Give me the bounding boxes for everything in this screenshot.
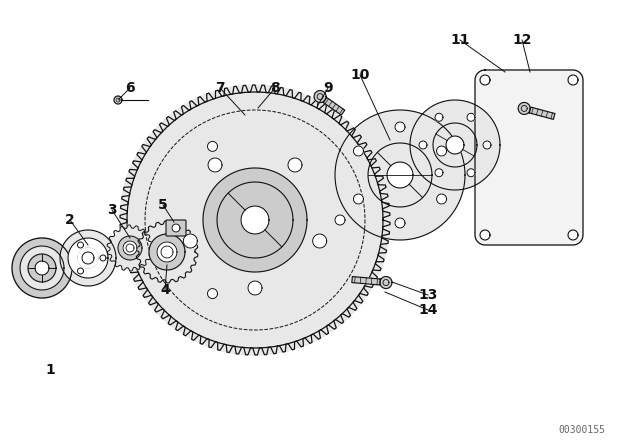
Text: 4: 4 (160, 283, 170, 297)
Text: 14: 14 (419, 303, 438, 317)
Circle shape (12, 238, 72, 298)
Circle shape (410, 100, 500, 190)
Circle shape (183, 234, 197, 248)
Circle shape (172, 224, 180, 232)
Text: 9: 9 (323, 81, 333, 95)
Circle shape (248, 281, 262, 295)
Polygon shape (136, 221, 198, 283)
Text: 2: 2 (65, 213, 75, 227)
Polygon shape (352, 276, 380, 285)
Circle shape (335, 110, 465, 240)
Circle shape (114, 96, 122, 104)
Circle shape (207, 142, 218, 151)
Circle shape (353, 194, 364, 204)
Circle shape (116, 98, 120, 102)
Circle shape (568, 75, 578, 85)
Circle shape (20, 246, 64, 290)
Circle shape (314, 90, 326, 103)
Circle shape (335, 215, 345, 225)
Circle shape (467, 113, 475, 121)
Circle shape (467, 169, 475, 177)
Circle shape (78, 248, 98, 268)
Circle shape (28, 254, 56, 282)
Circle shape (436, 146, 447, 156)
Circle shape (480, 75, 490, 85)
Circle shape (395, 218, 405, 228)
Text: 12: 12 (512, 33, 532, 47)
Circle shape (60, 230, 116, 286)
Polygon shape (107, 225, 153, 271)
Circle shape (120, 85, 390, 355)
Circle shape (35, 261, 49, 275)
Circle shape (436, 194, 447, 204)
Text: 13: 13 (419, 288, 438, 302)
Circle shape (435, 169, 443, 177)
Text: 10: 10 (350, 68, 370, 82)
Circle shape (395, 122, 405, 132)
Circle shape (483, 141, 491, 149)
Circle shape (313, 234, 326, 248)
Circle shape (77, 268, 83, 274)
Circle shape (203, 168, 307, 272)
Text: 7: 7 (215, 81, 225, 95)
Text: 00300155: 00300155 (559, 425, 605, 435)
Circle shape (419, 141, 427, 149)
Polygon shape (475, 70, 583, 245)
Circle shape (568, 230, 578, 240)
Circle shape (353, 146, 364, 156)
Circle shape (77, 242, 83, 248)
Circle shape (288, 158, 302, 172)
Circle shape (518, 103, 530, 114)
Circle shape (380, 276, 392, 289)
Polygon shape (323, 98, 345, 115)
FancyBboxPatch shape (166, 220, 186, 236)
Text: 5: 5 (158, 198, 168, 212)
Circle shape (446, 136, 464, 154)
Polygon shape (120, 85, 390, 355)
Circle shape (208, 158, 222, 172)
Text: 6: 6 (125, 81, 135, 95)
Circle shape (207, 289, 218, 299)
Circle shape (123, 241, 137, 255)
Circle shape (68, 238, 108, 278)
Circle shape (387, 162, 413, 188)
Text: 3: 3 (107, 203, 117, 217)
Text: 11: 11 (451, 33, 470, 47)
Circle shape (241, 206, 269, 234)
Text: 8: 8 (270, 81, 280, 95)
Text: 1: 1 (45, 363, 55, 377)
Circle shape (100, 255, 106, 261)
Circle shape (118, 236, 142, 260)
Circle shape (149, 234, 185, 270)
Polygon shape (529, 107, 555, 119)
Circle shape (157, 242, 177, 262)
Circle shape (435, 113, 443, 121)
Circle shape (480, 230, 490, 240)
